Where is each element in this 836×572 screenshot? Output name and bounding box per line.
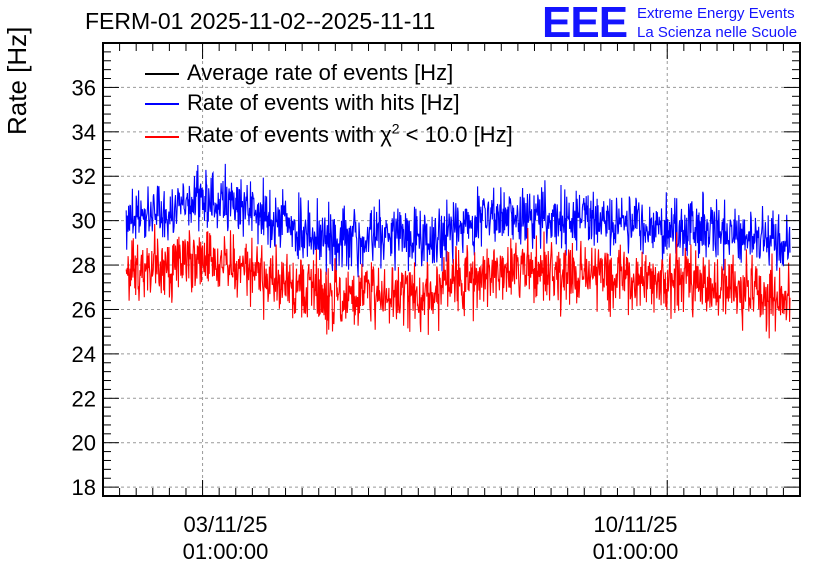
y-tick-label: 20 — [72, 431, 96, 456]
series-line-hits — [125, 163, 791, 278]
legend-entry-hits: Rate of events with hits [Hz] — [145, 90, 460, 116]
legend-label: Average rate of events [Hz] — [187, 60, 454, 85]
legend-label: Rate of events with χ2 < 10.0 [Hz] — [187, 121, 513, 148]
y-tick-label: 24 — [72, 342, 96, 367]
y-tick-label: 22 — [72, 386, 96, 411]
x-tick-label: 03/11/25 01:00:00 — [182, 512, 269, 564]
chart-title: FERM-01 2025-11-02--2025-11-11 — [85, 8, 436, 34]
legend-line-black — [145, 73, 179, 76]
legend-line-red — [145, 135, 179, 138]
legend-label: Rate of events with hits [Hz] — [187, 90, 460, 115]
y-axis-label: Rate [Hz] — [2, 26, 32, 135]
logo-line1: Extreme Energy Events — [637, 5, 795, 22]
eee-logo-text: Extreme Energy Events La Scienza nelle S… — [637, 4, 797, 42]
y-tick-label: 30 — [72, 209, 96, 234]
legend-line-blue — [145, 103, 179, 106]
y-tick-label: 36 — [72, 75, 96, 100]
y-tick-label: 32 — [72, 164, 96, 189]
legend-entry-chi2: Rate of events with χ2 < 10.0 [Hz] — [145, 121, 513, 148]
y-tick-label: 34 — [72, 120, 96, 145]
series-line-chi2 — [125, 223, 791, 339]
y-tick-label: 26 — [72, 297, 96, 322]
logo-line2: La Scienza nelle Scuole — [637, 24, 798, 41]
y-tick-label: 18 — [72, 475, 96, 500]
y-tick-label: 28 — [72, 253, 96, 278]
legend-entry-average: Average rate of events [Hz] — [145, 60, 453, 86]
x-tick-label: 10/11/25 01:00:00 — [592, 512, 679, 564]
eee-logo: EEE — [542, 0, 628, 47]
